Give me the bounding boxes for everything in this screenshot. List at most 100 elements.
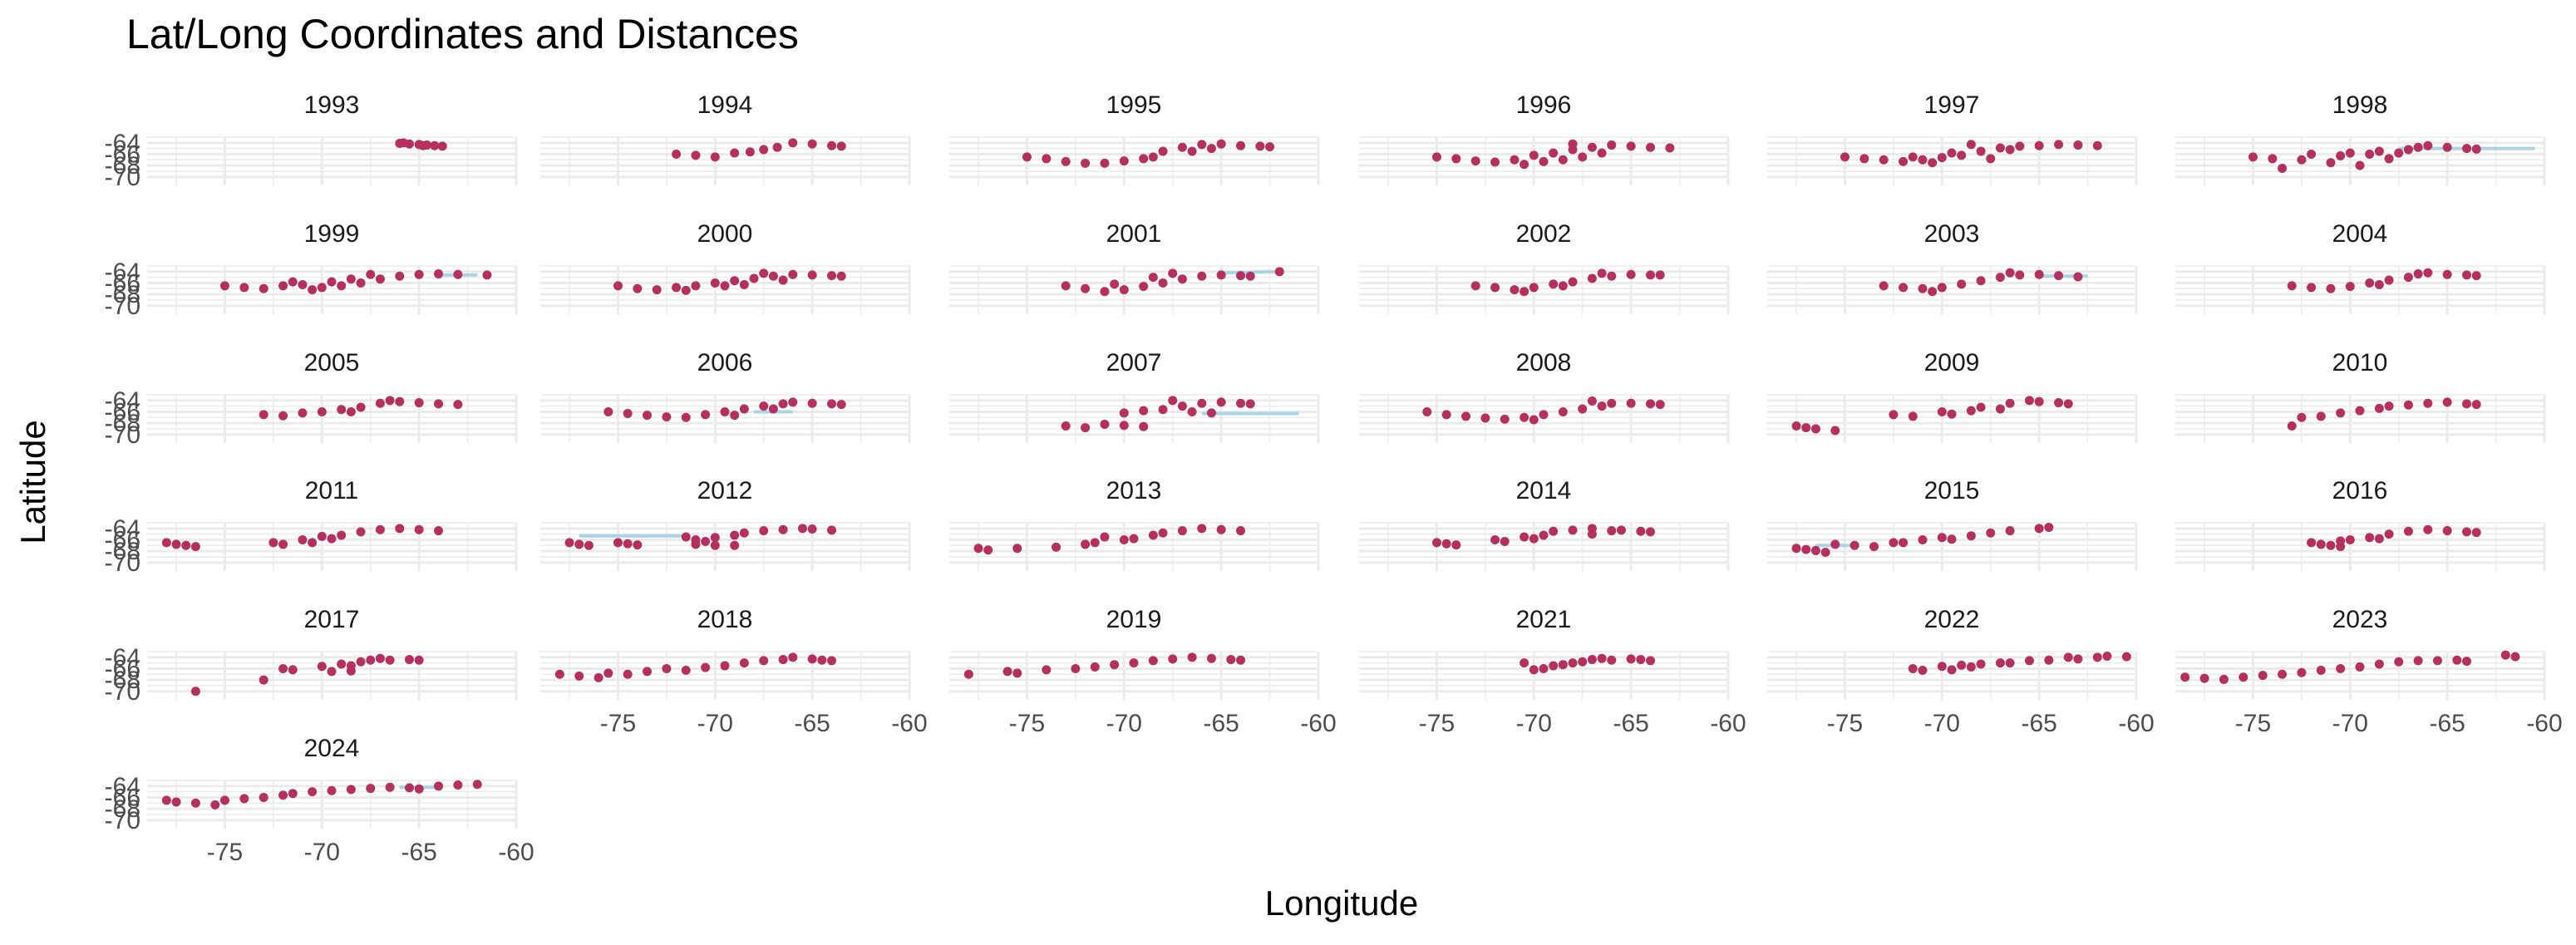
data-point — [375, 524, 385, 534]
x-tick-label: -75 — [1009, 710, 1045, 737]
data-point — [346, 274, 356, 284]
data-point — [1081, 283, 1091, 293]
facet-panel-2006: 2006 — [540, 349, 911, 443]
x-tick-label: -60 — [1300, 710, 1336, 737]
data-point — [778, 655, 788, 665]
data-point — [730, 276, 740, 286]
y-tick-label: -68 — [105, 281, 140, 308]
data-point — [1578, 404, 1588, 414]
data-point — [1226, 655, 1236, 665]
data-point — [385, 782, 395, 792]
data-point — [1461, 411, 1471, 421]
data-point — [219, 281, 229, 291]
data-point — [643, 411, 653, 421]
data-point — [1490, 283, 1500, 293]
data-point — [1966, 140, 1976, 150]
data-point — [2258, 671, 2268, 681]
data-point — [1607, 526, 1617, 536]
data-point — [681, 285, 691, 295]
data-point — [1012, 668, 1022, 678]
data-point — [1168, 396, 1178, 406]
data-point — [701, 410, 711, 420]
data-point — [317, 283, 327, 293]
data-point — [1500, 537, 1510, 547]
data-point — [2336, 542, 2346, 552]
data-point — [1216, 270, 1226, 280]
y-tick-label: -66 — [105, 398, 140, 426]
y-tick-label: -64 — [105, 130, 140, 157]
data-point — [453, 269, 463, 279]
data-point — [327, 785, 337, 795]
x-tick-label: -75 — [1419, 710, 1455, 737]
facet-strip-label: 2009 — [1924, 349, 1980, 377]
data-point — [1558, 406, 1568, 416]
data-point — [1081, 158, 1091, 168]
data-point — [2326, 283, 2336, 293]
data-point — [710, 533, 720, 543]
data-point — [1236, 398, 1246, 408]
data-point — [1206, 653, 1216, 663]
data-point — [356, 527, 366, 537]
data-point — [1236, 526, 1246, 536]
y-tick-label: -70 — [105, 678, 140, 706]
data-point — [836, 400, 846, 410]
data-point — [1549, 279, 1559, 289]
facet-panel-2018: 2018 -75 -70 -65 -60 — [540, 606, 928, 737]
data-point — [730, 148, 740, 158]
data-point — [1206, 144, 1216, 154]
data-point — [2073, 140, 2083, 150]
data-point — [2355, 406, 2365, 416]
facet-strip-label: 1997 — [1924, 91, 1980, 119]
data-point — [1216, 397, 1226, 407]
data-point — [346, 666, 356, 676]
data-point — [710, 152, 720, 162]
data-point — [418, 140, 428, 150]
data-point — [366, 269, 376, 279]
data-point — [836, 141, 846, 151]
data-point — [1052, 542, 1061, 552]
data-point — [2239, 672, 2248, 682]
facet-panel-1999: 1999 -64-66-68-70 — [105, 220, 518, 320]
data-point — [1791, 544, 1801, 554]
facet-strip-label: 2002 — [1516, 220, 1572, 248]
data-point — [2452, 655, 2462, 665]
data-point — [681, 532, 691, 542]
data-point — [1928, 158, 1938, 168]
facet-panel-2024: 2024-64-66-68-70-75 -70 -65 -60 — [105, 735, 534, 866]
data-point — [2278, 669, 2288, 679]
facet-strip-label: 2008 — [1516, 349, 1572, 377]
data-point — [366, 784, 376, 794]
data-point — [356, 657, 366, 667]
data-point — [1187, 652, 1197, 662]
facet-panel-2002: 2002 — [1359, 220, 1730, 314]
data-point — [827, 271, 837, 281]
facet-panel-2014: 2014 — [1359, 477, 1730, 571]
data-point — [797, 524, 807, 534]
data-point — [730, 540, 740, 550]
data-point — [739, 404, 749, 414]
facet-panel-1996: 1996 — [1359, 91, 1730, 185]
data-point — [2063, 399, 2073, 409]
data-point — [643, 667, 653, 677]
data-point — [2054, 140, 2064, 150]
data-point — [259, 792, 268, 802]
data-point — [161, 538, 171, 548]
facet-strip-label: 1994 — [697, 91, 753, 119]
data-point — [2316, 666, 2326, 676]
facet-strip-label: 1995 — [1106, 91, 1162, 119]
data-point — [1470, 156, 1480, 166]
facet-strip-label: 2024 — [304, 735, 360, 762]
data-point — [681, 412, 691, 422]
data-point — [2510, 652, 2520, 662]
data-point — [2500, 650, 2510, 660]
data-point — [2384, 275, 2394, 285]
data-point — [2034, 140, 2044, 150]
data-point — [2034, 396, 2044, 406]
chart-title: Lat/Long Coordinates and Distances — [126, 11, 799, 57]
facet-panel-2023: 2023 -75 -70 -65 -60 — [2175, 606, 2563, 737]
data-point — [2365, 278, 2375, 288]
data-point — [395, 396, 405, 406]
data-point — [472, 780, 482, 790]
data-point — [1646, 270, 1656, 280]
facet-strip-label: 2017 — [304, 606, 360, 633]
